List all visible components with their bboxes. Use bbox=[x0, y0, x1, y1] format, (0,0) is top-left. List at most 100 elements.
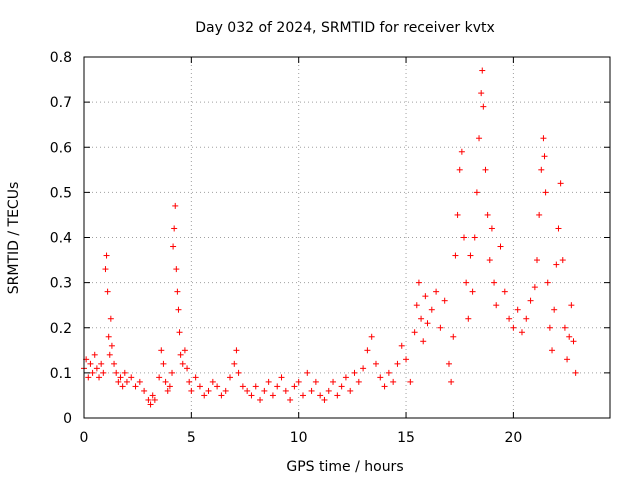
data-point bbox=[479, 67, 486, 74]
data-point bbox=[553, 261, 560, 268]
data-point bbox=[304, 369, 311, 376]
data-point bbox=[568, 302, 575, 309]
data-point bbox=[169, 369, 176, 376]
data-point bbox=[201, 392, 208, 399]
x-tick-label: 0 bbox=[80, 430, 89, 446]
data-point bbox=[173, 266, 180, 273]
data-point bbox=[149, 392, 156, 399]
x-tick-label: 15 bbox=[397, 430, 415, 446]
data-point bbox=[85, 374, 92, 381]
data-point bbox=[145, 396, 152, 403]
axes: 0 5 10 15 20 0 0.1 0.2 0.3 0.4 0.5 0.6 0.7 0.8 bbox=[50, 50, 611, 446]
data-point bbox=[181, 347, 188, 354]
y-tick-label: 0.3 bbox=[50, 276, 72, 292]
y-tick-label: 0.1 bbox=[50, 366, 72, 382]
data-point bbox=[420, 338, 427, 345]
data-point bbox=[226, 374, 233, 381]
data-point bbox=[171, 225, 178, 232]
data-point bbox=[93, 365, 100, 372]
data-point bbox=[411, 329, 418, 336]
data-point bbox=[486, 257, 493, 264]
data-point bbox=[566, 333, 573, 340]
data-point bbox=[312, 378, 319, 385]
data-point bbox=[484, 211, 491, 218]
y-tick-label: 0 bbox=[63, 411, 72, 427]
data-point bbox=[564, 356, 571, 363]
data-point bbox=[91, 351, 98, 358]
data-point bbox=[123, 378, 130, 385]
data-point bbox=[156, 374, 163, 381]
data-point bbox=[473, 189, 480, 196]
data-point bbox=[252, 383, 259, 390]
data-point bbox=[104, 288, 111, 295]
data-point bbox=[239, 383, 246, 390]
data-point bbox=[501, 288, 508, 295]
data-point bbox=[170, 243, 177, 250]
x-tick-label: 10 bbox=[290, 430, 308, 446]
data-point bbox=[308, 387, 315, 394]
data-point bbox=[448, 378, 455, 385]
data-point bbox=[355, 378, 362, 385]
data-point bbox=[107, 315, 114, 322]
data-point bbox=[542, 189, 549, 196]
data-point bbox=[518, 329, 525, 336]
data-point bbox=[188, 387, 195, 394]
data-point bbox=[105, 333, 112, 340]
data-point bbox=[158, 347, 165, 354]
data-point bbox=[287, 396, 294, 403]
chart-title: Day 032 of 2024, SRMTID for receiver kvt… bbox=[195, 20, 495, 36]
data-point bbox=[184, 365, 191, 372]
data-point bbox=[98, 360, 105, 367]
x-tick-label: 5 bbox=[187, 430, 196, 446]
data-point bbox=[299, 392, 306, 399]
data-point bbox=[454, 211, 461, 218]
data-point bbox=[351, 369, 358, 376]
data-point bbox=[534, 257, 541, 264]
data-point bbox=[261, 387, 268, 394]
y-tick-label: 0.4 bbox=[50, 231, 72, 247]
data-point bbox=[330, 378, 337, 385]
data-point bbox=[96, 374, 103, 381]
data-point bbox=[506, 315, 513, 322]
data-point bbox=[295, 378, 302, 385]
data-point bbox=[136, 378, 143, 385]
data-point bbox=[113, 369, 120, 376]
data-point bbox=[463, 279, 470, 286]
data-point bbox=[175, 306, 182, 313]
data-point bbox=[437, 324, 444, 331]
data-point bbox=[360, 365, 367, 372]
data-point bbox=[527, 297, 534, 304]
data-point bbox=[557, 180, 564, 187]
data-point bbox=[164, 387, 171, 394]
data-point bbox=[128, 374, 135, 381]
data-point bbox=[179, 360, 186, 367]
data-point bbox=[151, 396, 158, 403]
data-point bbox=[325, 387, 332, 394]
data-point bbox=[546, 324, 553, 331]
data-point bbox=[390, 378, 397, 385]
data-point bbox=[385, 369, 392, 376]
data-point bbox=[482, 166, 489, 173]
data-point bbox=[278, 374, 285, 381]
data-point bbox=[452, 252, 459, 259]
data-point bbox=[541, 153, 548, 160]
data-point bbox=[536, 211, 543, 218]
data-point bbox=[244, 387, 251, 394]
data-point bbox=[364, 347, 371, 354]
x-tick-label: 20 bbox=[504, 430, 522, 446]
data-point bbox=[177, 351, 184, 358]
data-point bbox=[121, 369, 128, 376]
data-point bbox=[282, 387, 289, 394]
data-point bbox=[381, 383, 388, 390]
data-point bbox=[377, 374, 384, 381]
data-point bbox=[141, 387, 148, 394]
data-point bbox=[87, 360, 94, 367]
data-point bbox=[488, 225, 495, 232]
data-point bbox=[480, 103, 487, 110]
data-point bbox=[231, 360, 238, 367]
data-point bbox=[469, 288, 476, 295]
data-point bbox=[132, 383, 139, 390]
data-point bbox=[321, 396, 328, 403]
y-tick-label: 0.6 bbox=[50, 140, 72, 156]
data-point bbox=[538, 166, 545, 173]
